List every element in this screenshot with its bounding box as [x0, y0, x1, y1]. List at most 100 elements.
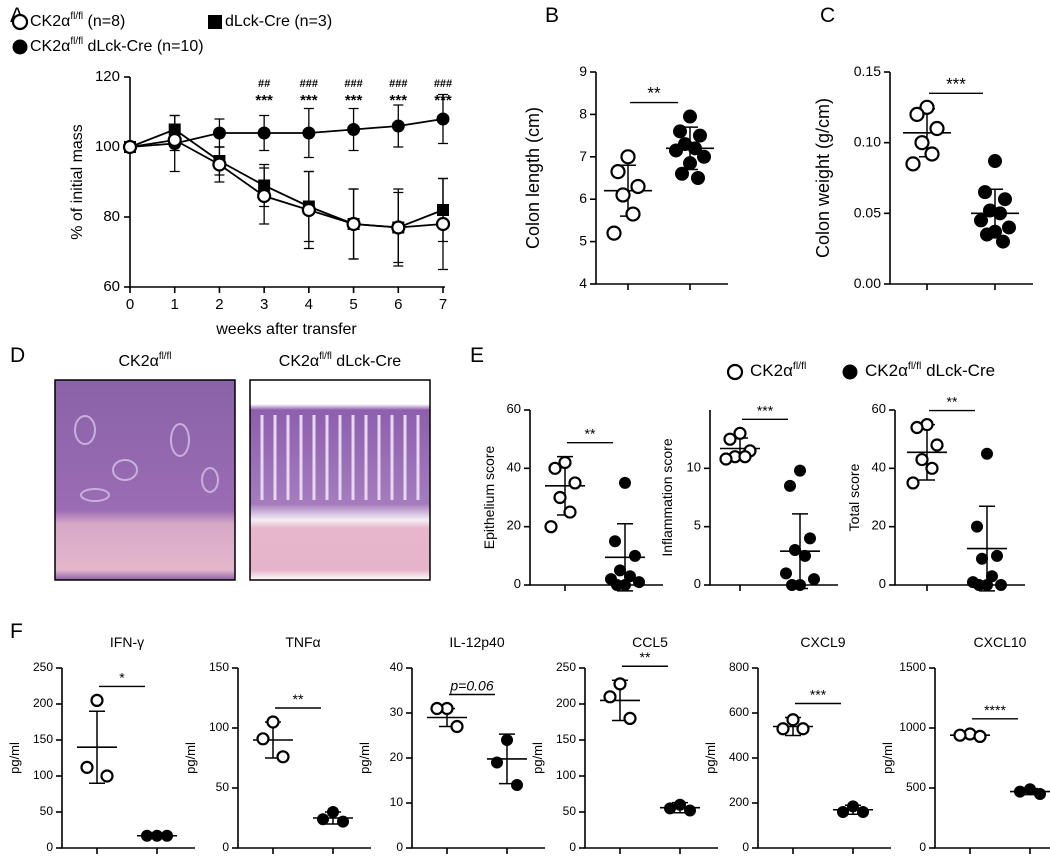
histology-images: CK2αfl/fl CK2αfl/fl dLck-Cre — [54, 351, 431, 581]
significance-label: p=0.06 — [449, 677, 493, 693]
y-axis-label: Colon weight (g/cm) — [813, 98, 833, 258]
y-tick-label: 100 — [33, 768, 53, 782]
marker — [611, 579, 623, 591]
marker — [691, 171, 705, 185]
marker — [906, 476, 920, 490]
y-tick-label: 10 — [687, 460, 701, 475]
y-tick-label: 80 — [103, 208, 120, 225]
y-tick-label: 5 — [579, 232, 587, 248]
marker — [257, 126, 271, 140]
marker — [842, 364, 858, 380]
marker — [905, 156, 921, 172]
y-axis-label: Colon length (cm) — [523, 107, 543, 249]
annotation: ### — [300, 78, 318, 90]
significance-label: **** — [984, 702, 1006, 718]
marker — [973, 729, 987, 744]
marker — [151, 829, 163, 842]
marker — [1034, 788, 1046, 800]
y-tick-label: 0 — [514, 576, 521, 591]
y-tick-label: 150 — [33, 732, 53, 746]
panel-label: B — [545, 4, 559, 27]
y-tick-label: 9 — [579, 63, 587, 79]
y-tick-label: 0.00 — [854, 275, 881, 291]
marker — [337, 815, 349, 828]
marker — [619, 476, 631, 489]
y-tick-label: 0 — [46, 840, 53, 854]
marker — [501, 734, 513, 746]
marker — [317, 813, 329, 826]
marker — [614, 564, 626, 577]
marker — [80, 760, 94, 774]
marker — [1024, 783, 1036, 796]
x-tick-label: 6 — [394, 296, 402, 313]
marker — [212, 126, 226, 140]
legend-label: CK2αfl/fl — [750, 360, 806, 381]
marker — [796, 722, 810, 736]
series-line — [129, 139, 444, 229]
significance-label: *** — [757, 402, 774, 418]
marker — [993, 206, 1007, 221]
chart-title: CXCL9 — [800, 634, 845, 650]
x-tick-label: 5 — [349, 296, 357, 313]
marker — [630, 178, 646, 195]
marker — [847, 800, 859, 813]
marker — [786, 579, 798, 591]
marker — [1014, 785, 1026, 798]
y-tick-label: 150 — [556, 732, 576, 746]
y-tick-label: 200 — [729, 795, 749, 809]
histology-title: CK2αfl/fl — [118, 351, 171, 370]
marker — [978, 185, 992, 200]
y-tick-label: 20 — [872, 518, 886, 533]
y-tick-label: 0 — [396, 840, 403, 854]
y-tick-label: 150 — [209, 660, 229, 674]
marker — [167, 132, 182, 148]
legend-label: CK2αfl/fl (n=8) — [30, 11, 125, 30]
chart-title: IL-12p40 — [449, 634, 504, 650]
y-axis-label: pg/ml — [880, 742, 895, 774]
y-axis-label: pg/ml — [703, 742, 718, 774]
marker — [733, 426, 747, 440]
y-tick-label: 0 — [879, 576, 886, 591]
marker — [257, 188, 272, 204]
marker — [629, 549, 641, 562]
marker — [122, 139, 138, 155]
chart-title: CCL5 — [632, 634, 668, 650]
marker — [633, 576, 645, 589]
marker — [620, 149, 636, 165]
marker — [603, 690, 617, 704]
y-tick-label: 0.10 — [854, 133, 881, 149]
y-tick-label: 5 — [694, 518, 701, 533]
marker — [553, 490, 567, 505]
marker — [688, 141, 702, 156]
y-tick-label: 7 — [579, 148, 587, 164]
y-tick-label: 4 — [579, 275, 587, 291]
marker — [302, 126, 316, 140]
y-tick-label: 200 — [556, 696, 576, 710]
marker — [971, 520, 983, 533]
y-tick-label: 0.15 — [854, 63, 881, 79]
marker — [435, 216, 451, 232]
marker — [161, 829, 173, 842]
marker — [988, 154, 1002, 169]
legend-label: CK2αfl/fl dLck-Cre (n=10) — [30, 36, 204, 55]
y-axis-label: pg/ml — [183, 742, 198, 774]
y-tick-label: 100 — [95, 138, 120, 155]
marker — [491, 756, 503, 769]
marker — [623, 711, 637, 726]
y-tick-label: 0 — [742, 840, 749, 854]
marker — [613, 677, 627, 691]
chart-title: TNFα — [285, 634, 320, 650]
y-tick-label: 60 — [507, 401, 521, 416]
axis-line — [889, 72, 1033, 285]
y-tick-label: 50 — [216, 780, 230, 794]
y-axis-label: Epithelium score — [481, 446, 497, 550]
marker — [669, 143, 683, 158]
marker — [925, 461, 939, 475]
y-tick-label: 100 — [209, 720, 229, 734]
marker — [974, 213, 988, 228]
marker — [719, 452, 733, 466]
y-tick-label: 120 — [95, 68, 120, 85]
marker — [786, 713, 800, 727]
chart-title: CXCL10 — [974, 634, 1027, 650]
